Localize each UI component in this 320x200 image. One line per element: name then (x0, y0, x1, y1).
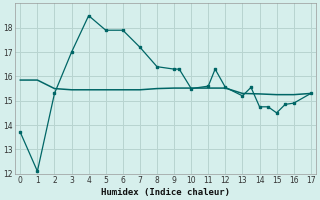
X-axis label: Humidex (Indice chaleur): Humidex (Indice chaleur) (101, 188, 230, 197)
